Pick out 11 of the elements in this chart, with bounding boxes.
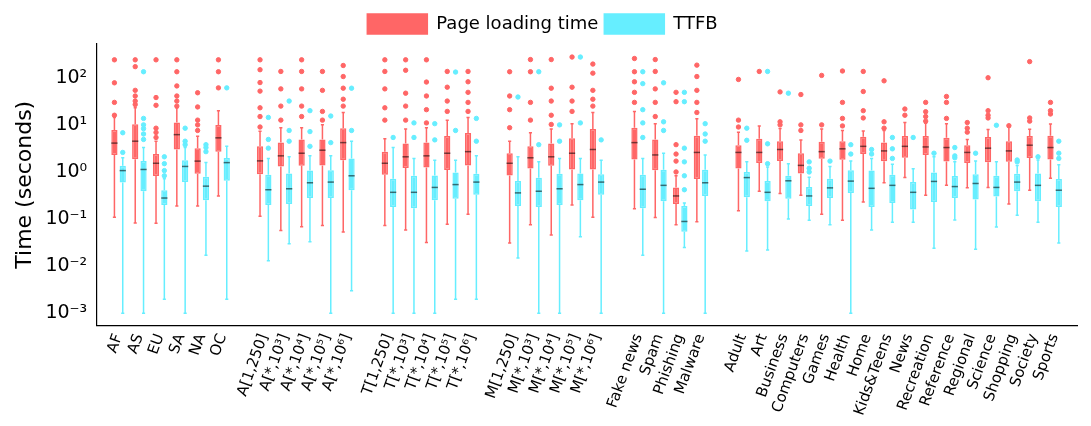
x-tick-label: AF xyxy=(102,331,126,356)
y-tick-label: 10¹ xyxy=(55,111,88,134)
legend-label: Page loading time xyxy=(436,11,599,33)
y-tick-label: 10² xyxy=(55,64,88,87)
x-tick-label: Adult xyxy=(719,331,751,375)
legend-label: TTFB xyxy=(672,11,718,33)
y-tick-label: 10⁻² xyxy=(45,253,88,276)
y-tick-label: 10⁻³ xyxy=(45,300,88,323)
y-tick-label: 10⁰ xyxy=(55,158,88,181)
y-axis-title: Time (seconds) xyxy=(10,100,36,270)
y-tick-label: 10⁻¹ xyxy=(45,206,88,229)
